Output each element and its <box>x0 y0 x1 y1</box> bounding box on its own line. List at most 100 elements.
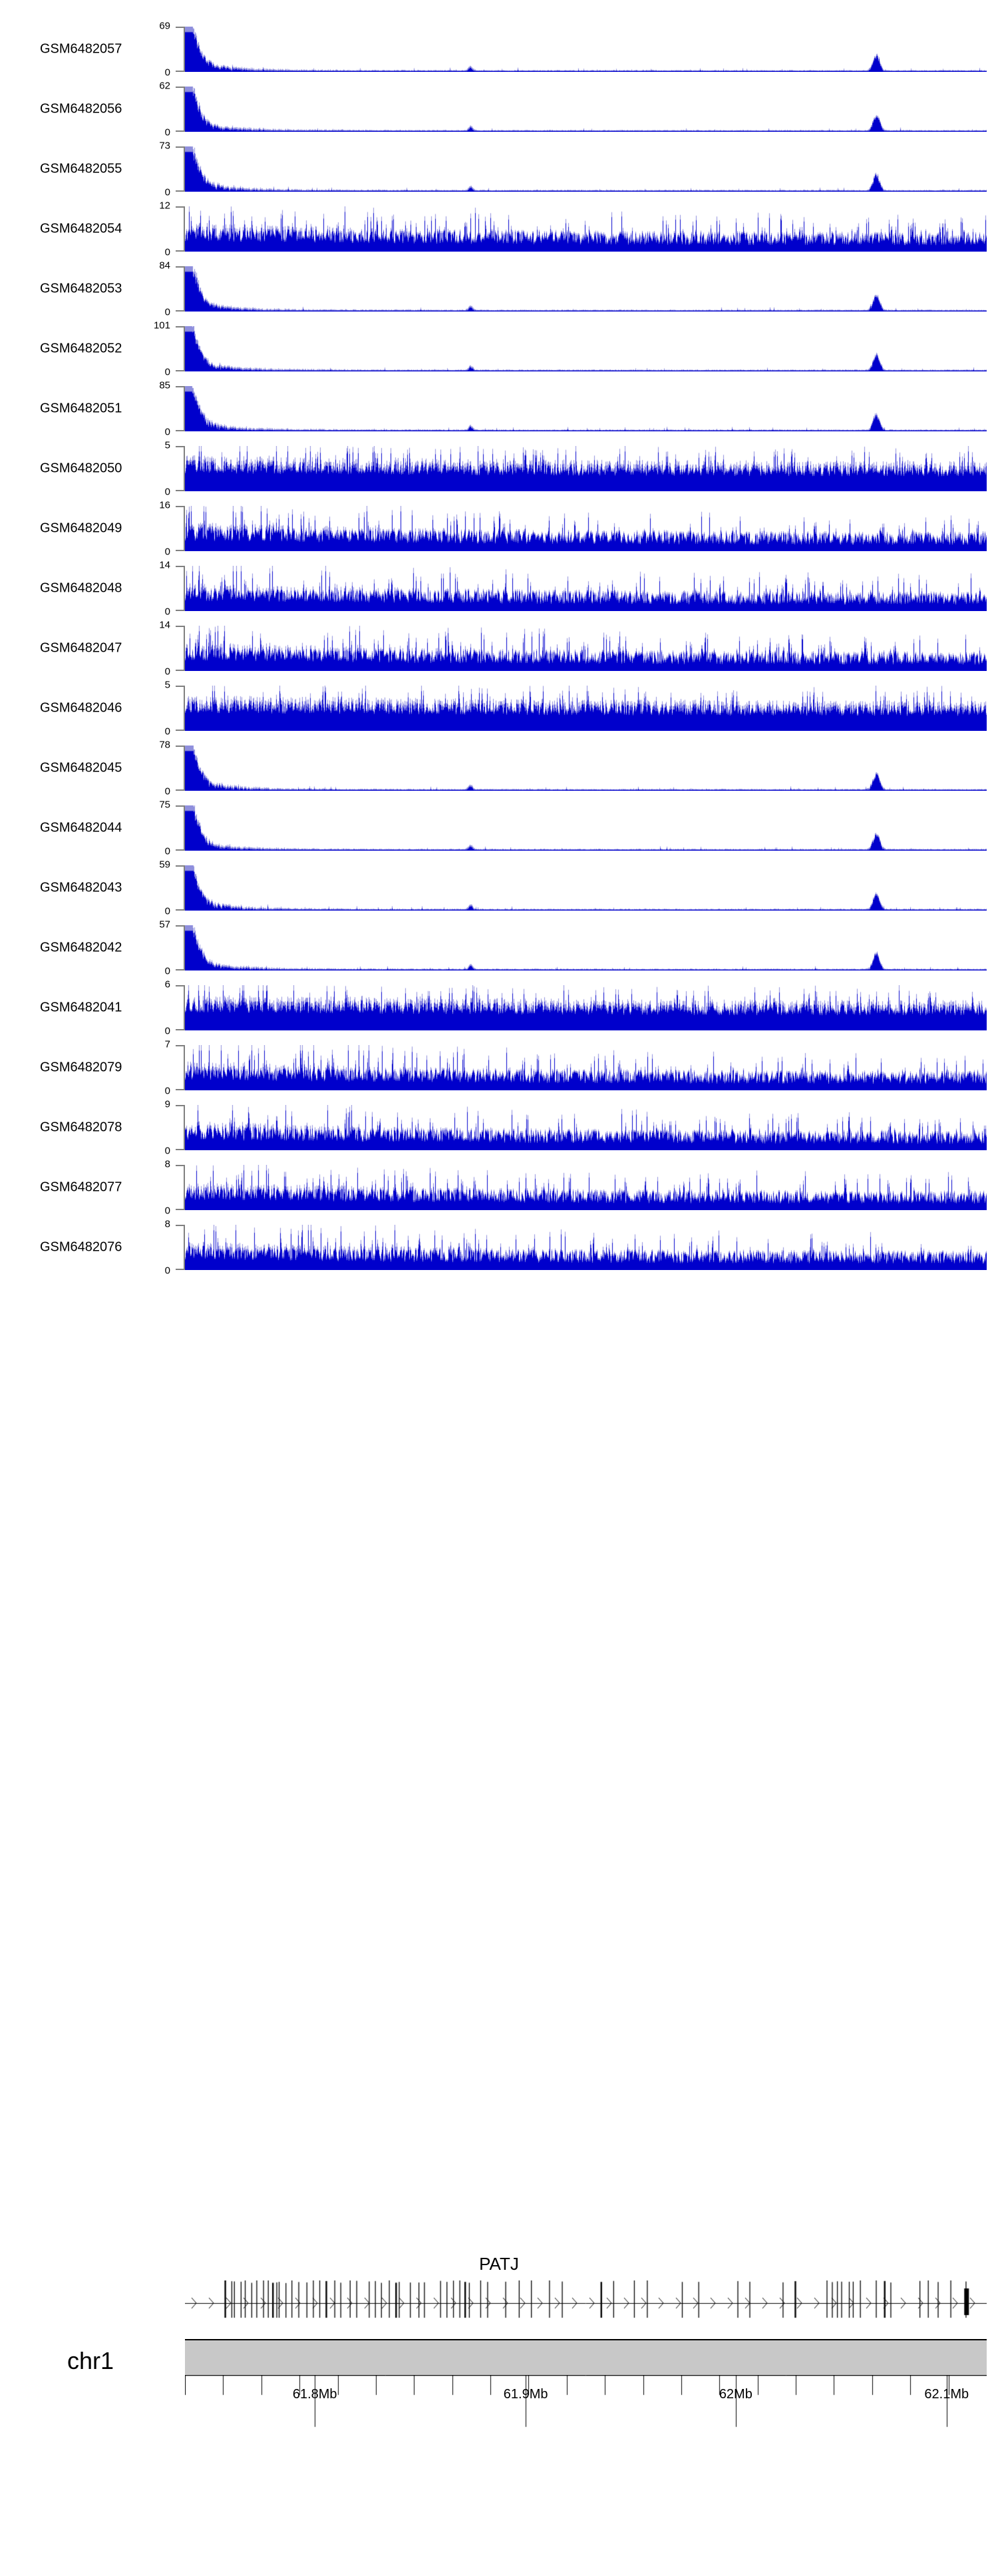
y-axis-tick-max <box>176 206 185 208</box>
y-axis-min-label: 0 <box>164 1265 170 1277</box>
y-axis-min-label: 0 <box>164 186 170 198</box>
chromosome-label: chr1 <box>67 2347 114 2374</box>
y-axis-min-label: 0 <box>164 67 170 79</box>
coverage-plot-area <box>185 506 987 551</box>
y-axis: 101 0 <box>154 320 185 378</box>
y-axis-min-label: 0 <box>164 126 170 138</box>
y-axis-min-label: 0 <box>164 785 170 797</box>
y-axis-min-label: 0 <box>164 726 170 738</box>
y-axis-tick-min <box>176 370 185 371</box>
y-axis-tick-min <box>176 550 185 551</box>
y-axis: 14 0 <box>158 560 185 618</box>
coverage-track: GSM6482051 85 0 <box>0 380 998 438</box>
y-axis-spine <box>184 1165 185 1210</box>
y-axis-tick-min <box>176 909 185 911</box>
y-axis-tick-min <box>176 71 185 72</box>
y-axis-max-label: 85 <box>159 379 170 391</box>
y-axis-spine <box>184 1105 185 1150</box>
track-sample-label: GSM6482043 <box>40 880 122 895</box>
y-axis-spine <box>184 1045 185 1090</box>
y-axis-spine <box>184 506 185 551</box>
track-sample-label: GSM6482042 <box>40 940 122 955</box>
y-axis-tick-max <box>176 626 185 627</box>
coverage-track: GSM6482052 101 0 <box>0 320 998 378</box>
y-axis-max-label: 14 <box>159 559 170 571</box>
y-axis-spine <box>184 446 185 491</box>
coverage-plot-area <box>185 1165 987 1210</box>
y-axis-tick-min <box>176 430 185 431</box>
track-sample-label: GSM6482053 <box>40 281 122 296</box>
track-sample-label: GSM6482050 <box>40 461 122 476</box>
coverage-plot-area <box>185 27 987 72</box>
y-axis-min-label: 0 <box>164 905 170 917</box>
track-sample-label: GSM6482052 <box>40 341 122 356</box>
track-sample-label: GSM6482046 <box>40 700 122 716</box>
y-axis-max-label: 9 <box>164 1098 170 1110</box>
y-axis-tick-max <box>176 386 185 387</box>
y-axis: 16 0 <box>158 500 185 558</box>
y-axis-spine <box>184 206 185 252</box>
track-sample-label: GSM6482078 <box>40 1120 122 1135</box>
track-sample-label: GSM6482044 <box>40 820 122 835</box>
coverage-plot-area <box>185 386 987 431</box>
coverage-plot-area <box>185 925 987 970</box>
y-axis-min-label: 0 <box>164 845 170 857</box>
y-axis-max-label: 57 <box>159 919 170 931</box>
y-axis-min-label: 0 <box>164 1025 170 1037</box>
y-axis-tick-min <box>176 130 185 132</box>
y-axis-max-label: 78 <box>159 739 170 751</box>
track-sample-label: GSM6482045 <box>40 760 122 775</box>
track-sample-label: GSM6482076 <box>40 1239 122 1255</box>
y-axis: 78 0 <box>158 740 185 797</box>
axis-ticks <box>185 2375 987 2468</box>
y-axis-max-label: 5 <box>164 679 170 691</box>
y-axis-spine <box>184 146 185 192</box>
coverage-plot-area <box>185 1045 987 1090</box>
y-axis-spine <box>184 87 185 132</box>
coverage-plot-area <box>185 1225 987 1270</box>
y-axis-max-label: 8 <box>164 1218 170 1230</box>
y-axis-max-label: 59 <box>159 859 170 871</box>
coverage-track: GSM6482044 75 0 <box>0 799 998 857</box>
y-axis-max-label: 101 <box>153 320 170 331</box>
y-axis-min-label: 0 <box>164 246 170 258</box>
y-axis: 12 0 <box>158 200 185 258</box>
y-axis-tick-min <box>176 849 185 851</box>
y-axis-spine <box>184 805 185 851</box>
y-axis-spine <box>184 626 185 671</box>
y-axis: 85 0 <box>158 380 185 438</box>
y-axis-spine <box>184 326 185 371</box>
track-sample-label: GSM6482054 <box>40 221 122 236</box>
y-axis-spine <box>184 865 185 911</box>
y-axis-min-label: 0 <box>164 366 170 378</box>
y-axis-spine <box>184 386 185 431</box>
gene-annotation-track: PATJ <box>0 2243 998 2323</box>
y-axis-max-label: 12 <box>159 200 170 212</box>
coverage-track: GSM6482076 8 0 <box>0 1219 998 1277</box>
y-axis-min-label: 0 <box>164 486 170 498</box>
track-sample-label: GSM6482047 <box>40 640 122 656</box>
coverage-track: GSM6482056 62 0 <box>0 81 998 138</box>
y-axis-tick-min <box>176 1209 185 1210</box>
coverage-track: GSM6482054 12 0 <box>0 200 998 258</box>
y-axis-min-label: 0 <box>164 546 170 558</box>
y-axis-tick-min <box>176 310 185 312</box>
y-axis-max-label: 14 <box>159 619 170 631</box>
coverage-track: GSM6482049 16 0 <box>0 500 998 558</box>
coverage-track: GSM6482057 69 0 <box>0 21 998 79</box>
coverage-track: GSM6482043 59 0 <box>0 859 998 917</box>
y-axis-spine <box>184 27 185 72</box>
y-axis-tick-max <box>176 1165 185 1166</box>
y-axis-tick-max <box>176 1045 185 1046</box>
y-axis-spine <box>184 566 185 611</box>
y-axis-spine <box>184 985 185 1030</box>
coverage-plot-area <box>185 87 987 132</box>
y-axis-tick-max <box>176 27 185 28</box>
y-axis-min-label: 0 <box>164 606 170 618</box>
coverage-track: GSM6482045 78 0 <box>0 740 998 797</box>
coverage-plot-area <box>185 1105 987 1150</box>
y-axis-spine <box>184 746 185 791</box>
y-axis-tick-max <box>176 1225 185 1226</box>
